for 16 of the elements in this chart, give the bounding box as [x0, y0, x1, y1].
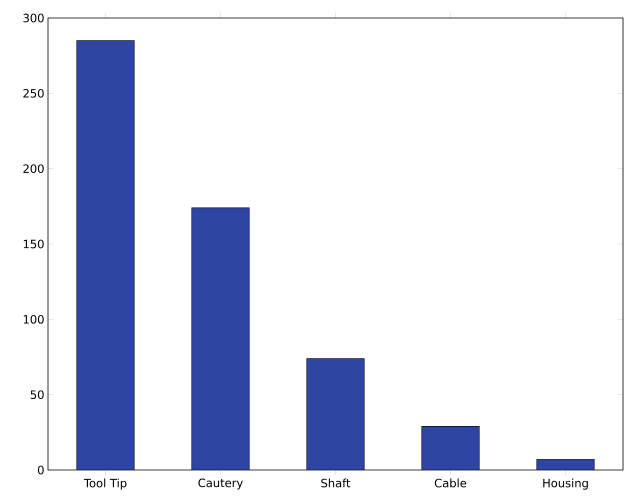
bar — [191, 208, 250, 470]
x-tick-label: Cable — [434, 478, 466, 488]
y-tick-label: 250 — [23, 88, 44, 98]
bar — [306, 358, 365, 470]
y-tick-label: 300 — [23, 14, 44, 22]
x-tick-label: Housing — [543, 478, 588, 490]
x-tick-label: Cautery — [198, 478, 243, 490]
x-tick-label: Tool Tip — [84, 478, 126, 490]
y-tick-label: 50 — [30, 390, 44, 400]
y-tick-label: 0 — [38, 466, 44, 474]
bar — [421, 426, 480, 470]
y-tick-label: 200 — [23, 164, 44, 174]
y-tick-label: 150 — [24, 240, 44, 248]
x-tick-label: Shaft — [321, 478, 350, 488]
y-tick-label: 100 — [24, 314, 44, 324]
bar — [76, 40, 135, 470]
